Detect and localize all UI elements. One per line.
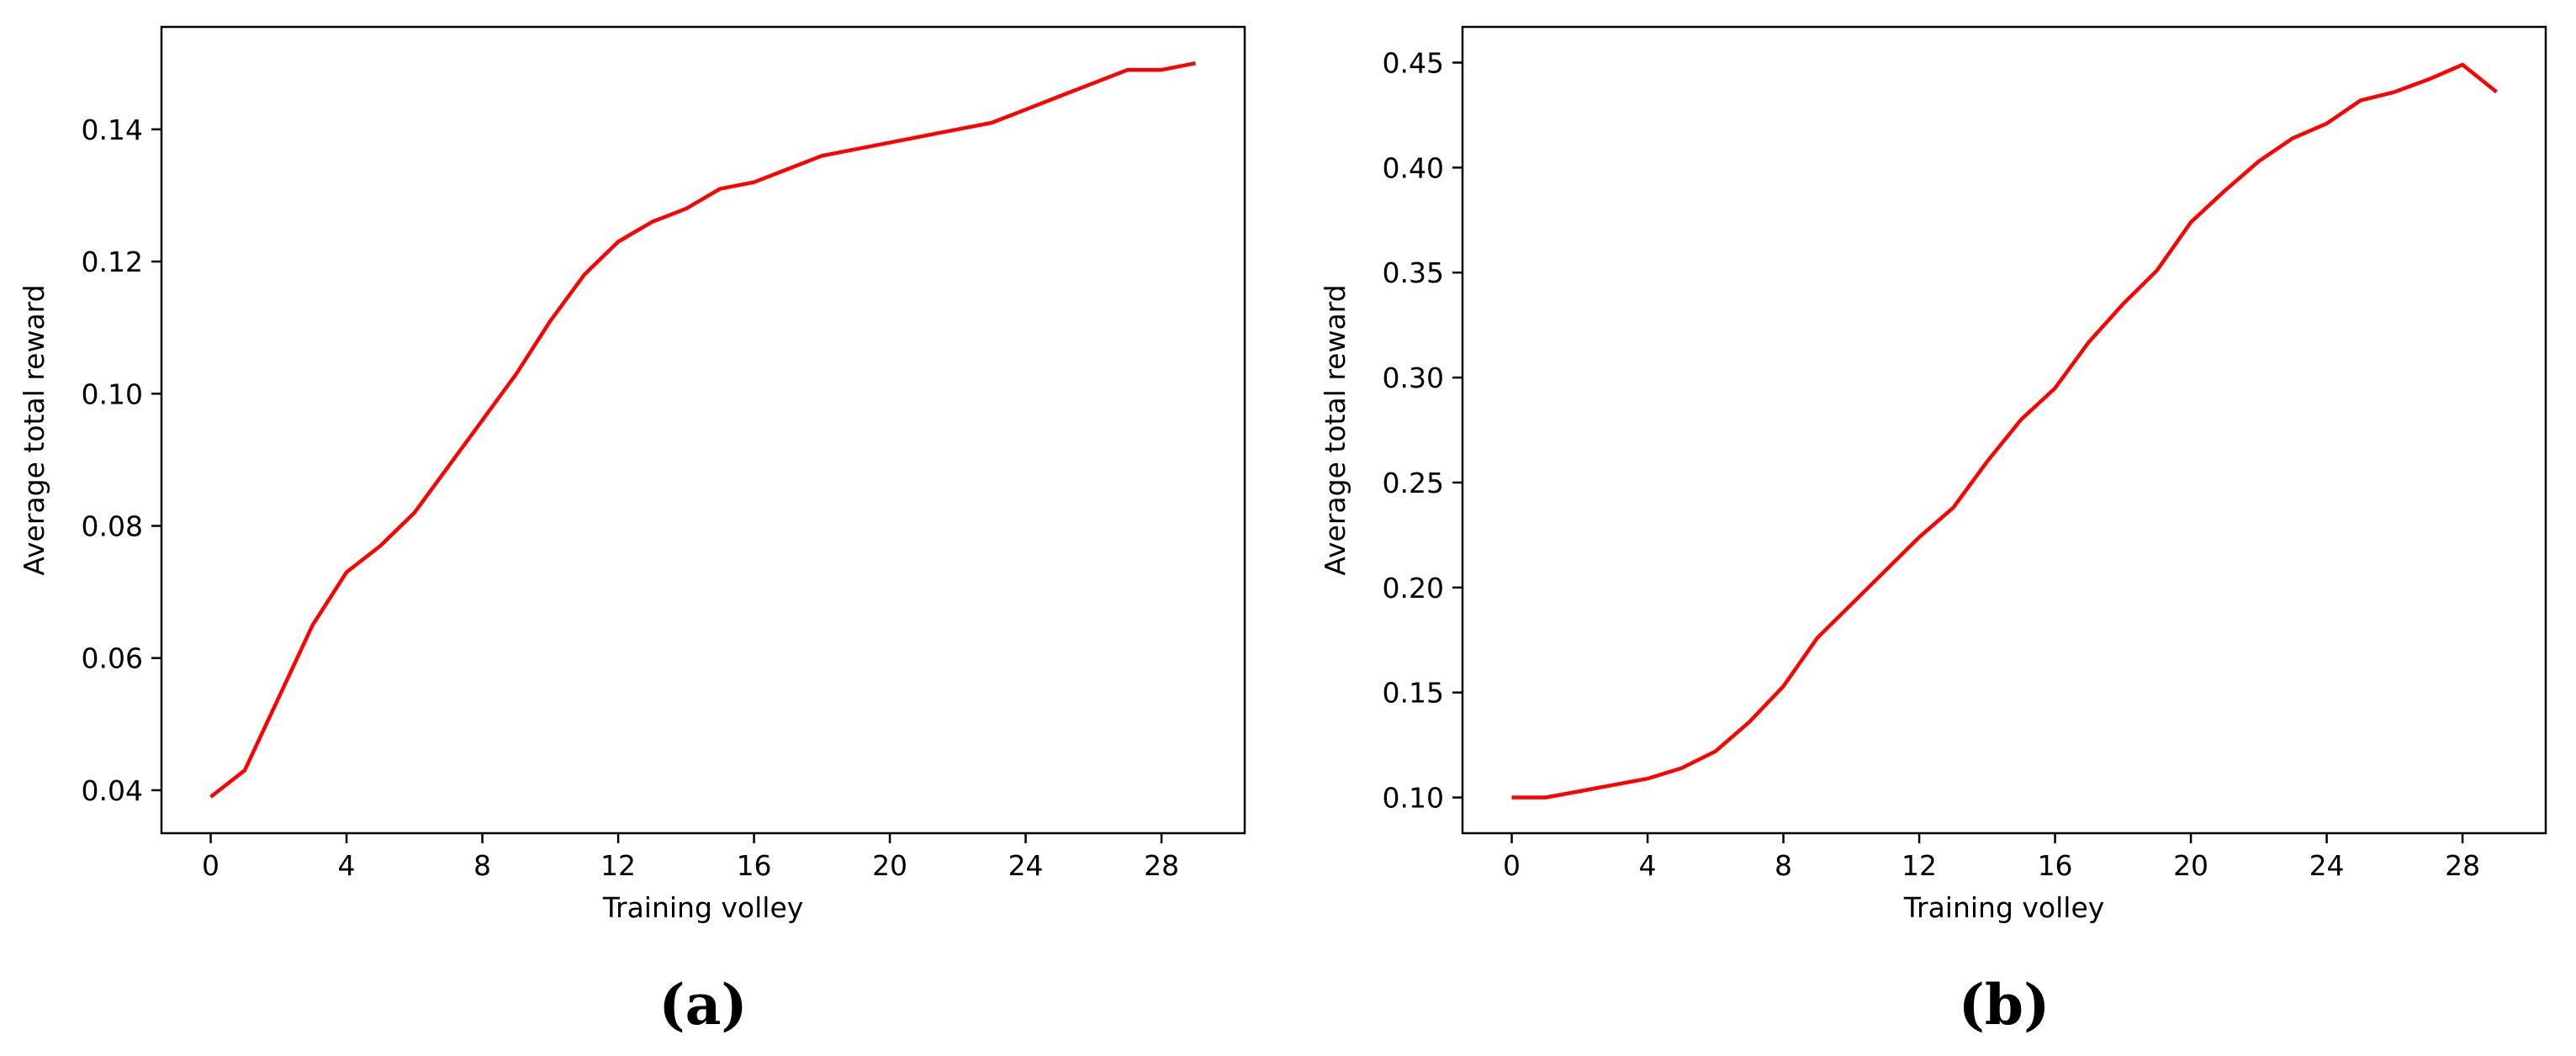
- x-tick-label: 24: [2309, 849, 2345, 882]
- y-tick-label: 0.08: [82, 510, 143, 542]
- series-line: [209, 61, 1196, 799]
- y-tick-label: 0.25: [1383, 467, 1444, 499]
- y-tick-label: 0.12: [82, 246, 143, 278]
- x-tick-label: 28: [1144, 849, 1179, 882]
- x-tick-label: 24: [1008, 849, 1044, 882]
- y-tick-label: 0.10: [1383, 782, 1444, 815]
- y-tick-label: 0.14: [82, 114, 143, 146]
- x-tick-label: 20: [2173, 849, 2208, 882]
- x-tick-label: 16: [2038, 849, 2073, 882]
- y-tick-label: 0.20: [1383, 572, 1444, 605]
- x-tick-label: 20: [872, 849, 907, 882]
- line-chart-b: 0 4 8 12 16 20 24 28 0.10 0.15 0.20 0.25 0.30 0.35 0.4…: [1319, 25, 2547, 1038]
- chart-panel-a: 0 4 8 12 16 20 24 28 0.04 0.06 0.08 0.10 0.12 0.14 Tra…: [18, 25, 1246, 1038]
- plot-frame: [1461, 25, 2547, 835]
- panel-label: (b): [1959, 972, 2050, 1038]
- y-tick-label: 0.15: [1383, 677, 1444, 710]
- y-tick-label: 0.04: [82, 774, 143, 807]
- y-tick-label: 0.06: [82, 642, 143, 675]
- x-axis-label: Training volley: [602, 891, 804, 924]
- x-axis-label: Training volley: [1903, 891, 2105, 924]
- x-tick-label: 12: [1902, 849, 1937, 882]
- y-tick-label: 0.40: [1383, 151, 1444, 184]
- x-tick-label: 12: [600, 849, 636, 882]
- y-tick-label: 0.35: [1383, 256, 1444, 289]
- x-tick-label: 8: [1775, 849, 1792, 882]
- series-line: [1511, 62, 2498, 800]
- x-tick-label: 4: [1639, 849, 1657, 882]
- y-tick-label: 0.30: [1383, 362, 1444, 394]
- y-tick-label: 0.10: [82, 378, 143, 410]
- chart-panel-b: 0 4 8 12 16 20 24 28 0.10 0.15 0.20 0.25 0.30 0.35 0.4…: [1288, 0, 2576, 1056]
- x-tick-label: 4: [338, 849, 356, 882]
- x-tick-label: 28: [2445, 849, 2480, 882]
- x-tick-label: 0: [202, 849, 220, 882]
- plot-frame: [160, 25, 1246, 835]
- x-tick-label: 8: [473, 849, 491, 882]
- panel-label: (a): [659, 972, 747, 1038]
- line-chart-a: 0 4 8 12 16 20 24 28 0.04 0.06 0.08 0.10 0.12 0.14 Tra…: [18, 25, 1246, 1038]
- x-tick-label: 0: [1503, 849, 1521, 882]
- y-axis-label: Average total reward: [18, 284, 50, 575]
- x-tick-label: 16: [737, 849, 772, 882]
- y-axis-label: Average total reward: [1319, 284, 1351, 575]
- y-tick-label: 0.45: [1383, 46, 1444, 79]
